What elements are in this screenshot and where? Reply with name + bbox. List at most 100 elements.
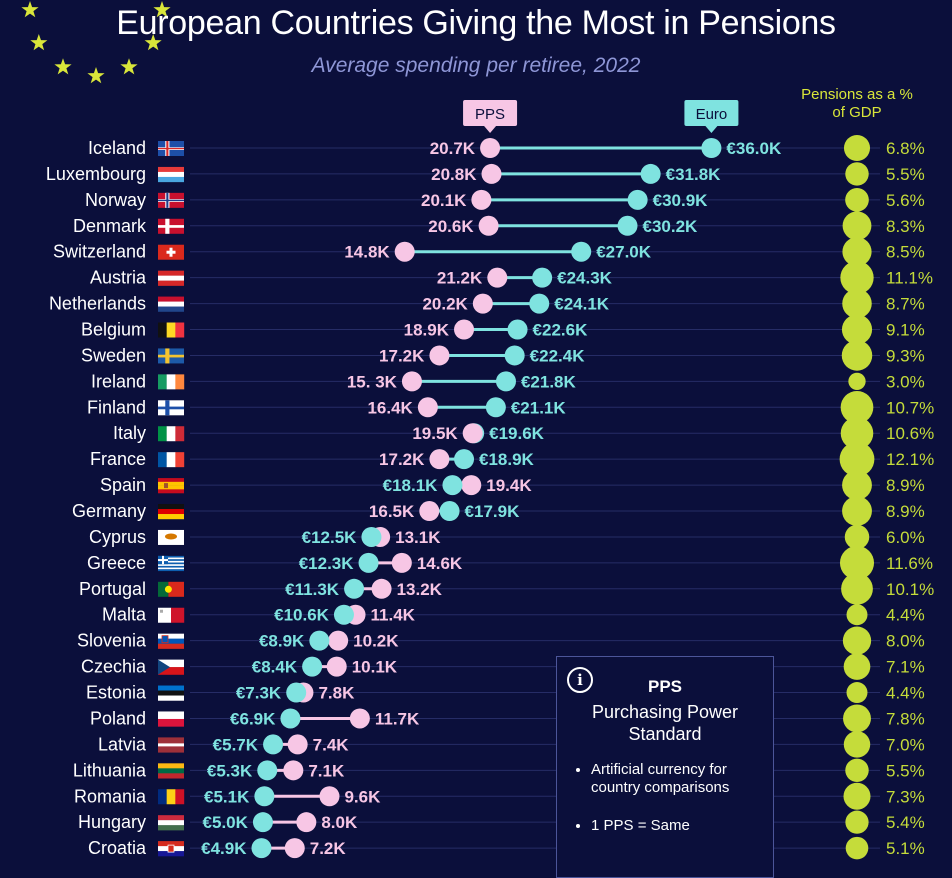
flag-stripe xyxy=(171,607,185,623)
euro-value-label: €18.9K xyxy=(479,450,535,469)
euro-value-label: €6.9K xyxy=(230,709,276,728)
country-label: Portugal xyxy=(79,579,146,599)
flag-stripe xyxy=(158,557,184,560)
row-switzerland: Switzerland 14.8K €27.0K 8.5% xyxy=(53,237,925,267)
chart-subtitle: Average spending per retiree, 2022 xyxy=(311,54,641,77)
pps-dot xyxy=(471,189,492,210)
gdp-bubble xyxy=(846,604,868,626)
euro-dot xyxy=(617,215,638,236)
euro-value-label: €12.3K xyxy=(299,554,355,573)
country-label: Cyprus xyxy=(89,527,146,547)
pps-value-label: 9.6K xyxy=(344,787,381,806)
flag-stripe xyxy=(158,489,184,494)
country-label: Belgium xyxy=(81,320,146,340)
pps-value-label: 20.7K xyxy=(430,139,476,158)
flag-emblem xyxy=(164,585,172,593)
gdp-value-label: 8.9% xyxy=(886,476,925,495)
gdp-bubble xyxy=(843,782,871,810)
euro-dot xyxy=(495,371,516,392)
flag-stripe xyxy=(158,659,184,668)
country-label: Estonia xyxy=(86,683,147,703)
flag-cross xyxy=(166,250,176,254)
flag-stripe xyxy=(158,514,184,520)
flag-stripe xyxy=(175,426,185,442)
spain-flag xyxy=(158,478,184,494)
pps-tag-pointer xyxy=(484,126,497,133)
pps-dot xyxy=(417,397,438,418)
pps-value-label: 7.8K xyxy=(318,684,355,703)
pps-dot xyxy=(349,708,370,729)
gdp-value-label: 10.1% xyxy=(886,580,934,599)
info-icon: i xyxy=(567,667,593,693)
belgium-flag xyxy=(158,322,185,338)
euro-dot xyxy=(263,734,284,755)
flag-stripe xyxy=(158,607,172,623)
pps-tag-box xyxy=(463,100,518,126)
euro-value-label: €31.8K xyxy=(666,165,722,184)
row-spain: Spain €18.1K 19.4K 8.9% xyxy=(100,470,925,501)
euro-dot xyxy=(252,812,273,833)
flag-stripe xyxy=(158,452,167,468)
euro-dot xyxy=(442,475,463,496)
country-label: France xyxy=(90,449,146,469)
flag-emblem xyxy=(160,609,163,613)
flag-stripe xyxy=(166,452,176,468)
flag-stripe xyxy=(158,275,184,281)
row-sweden: Sweden 17.2K €22.4K 9.3% xyxy=(81,340,925,371)
flag-stripe xyxy=(158,737,184,741)
ireland-flag xyxy=(158,374,185,390)
euro-dot xyxy=(286,682,307,703)
flag-stripe xyxy=(158,322,167,338)
row-ireland: Ireland 15. 3K €21.8K 3.0% xyxy=(91,371,925,392)
flag-cross-inner xyxy=(158,147,184,150)
gdp-value-label: 8.5% xyxy=(886,243,925,262)
info-heading: PPS xyxy=(647,677,683,696)
flag-stripe xyxy=(158,825,184,831)
gdp-value-label: 7.0% xyxy=(886,735,925,754)
pps-value-label: 19.5K xyxy=(412,424,458,443)
euro-dot xyxy=(361,526,382,547)
euro-value-label: €27.0K xyxy=(596,243,652,262)
euro-tag: Euro xyxy=(684,100,739,133)
gdp-value-label: 5.5% xyxy=(886,165,925,184)
pps-value-label: 10.2K xyxy=(353,632,399,651)
pps-dot xyxy=(328,630,349,651)
eu-star xyxy=(54,58,72,75)
gdp-value-label: 11.1% xyxy=(886,269,933,288)
gdp-bubble xyxy=(842,288,872,319)
gdp-value-label: 5.4% xyxy=(886,813,925,832)
euro-value-label: €5.0K xyxy=(203,813,249,832)
country-label: Germany xyxy=(72,501,146,521)
flag-stripe xyxy=(166,374,176,390)
country-label: Italy xyxy=(113,423,146,443)
euro-tag-box xyxy=(684,100,739,126)
gdp-bubble xyxy=(843,653,871,680)
pps-value-label: 16.4K xyxy=(367,398,413,417)
country-label: Norway xyxy=(85,190,146,210)
france-flag xyxy=(158,452,185,468)
pps-value-label: 13.1K xyxy=(395,528,441,547)
gdp-value-label: 10.7% xyxy=(886,398,934,417)
pps-value-label: 13.2K xyxy=(397,580,443,599)
country-label: Austria xyxy=(90,268,147,288)
gdp-bubble xyxy=(843,704,871,733)
flag-stripe xyxy=(158,695,184,701)
denmark-flag xyxy=(158,218,184,234)
pps-value-label: 7.1K xyxy=(308,761,345,780)
gdp-bubble xyxy=(841,314,873,345)
pps-dot xyxy=(419,501,440,522)
flag-stripe xyxy=(166,322,176,338)
gdp-bubble xyxy=(845,810,869,834)
flag-stripe xyxy=(158,569,184,572)
euro-dot xyxy=(507,319,528,340)
chart-title: European Countries Giving the Most in Pe… xyxy=(116,4,836,42)
pps-dot xyxy=(454,319,475,340)
gdp-value-label: 10.6% xyxy=(886,424,934,443)
finland-flag xyxy=(158,400,184,416)
euro-tag-pointer xyxy=(705,126,718,133)
lithuania-flag xyxy=(158,763,184,779)
euro-value-label: €24.1K xyxy=(554,295,610,314)
euro-value-label: €36.0K xyxy=(726,139,782,158)
pps-value-label: 20.1K xyxy=(421,191,467,210)
